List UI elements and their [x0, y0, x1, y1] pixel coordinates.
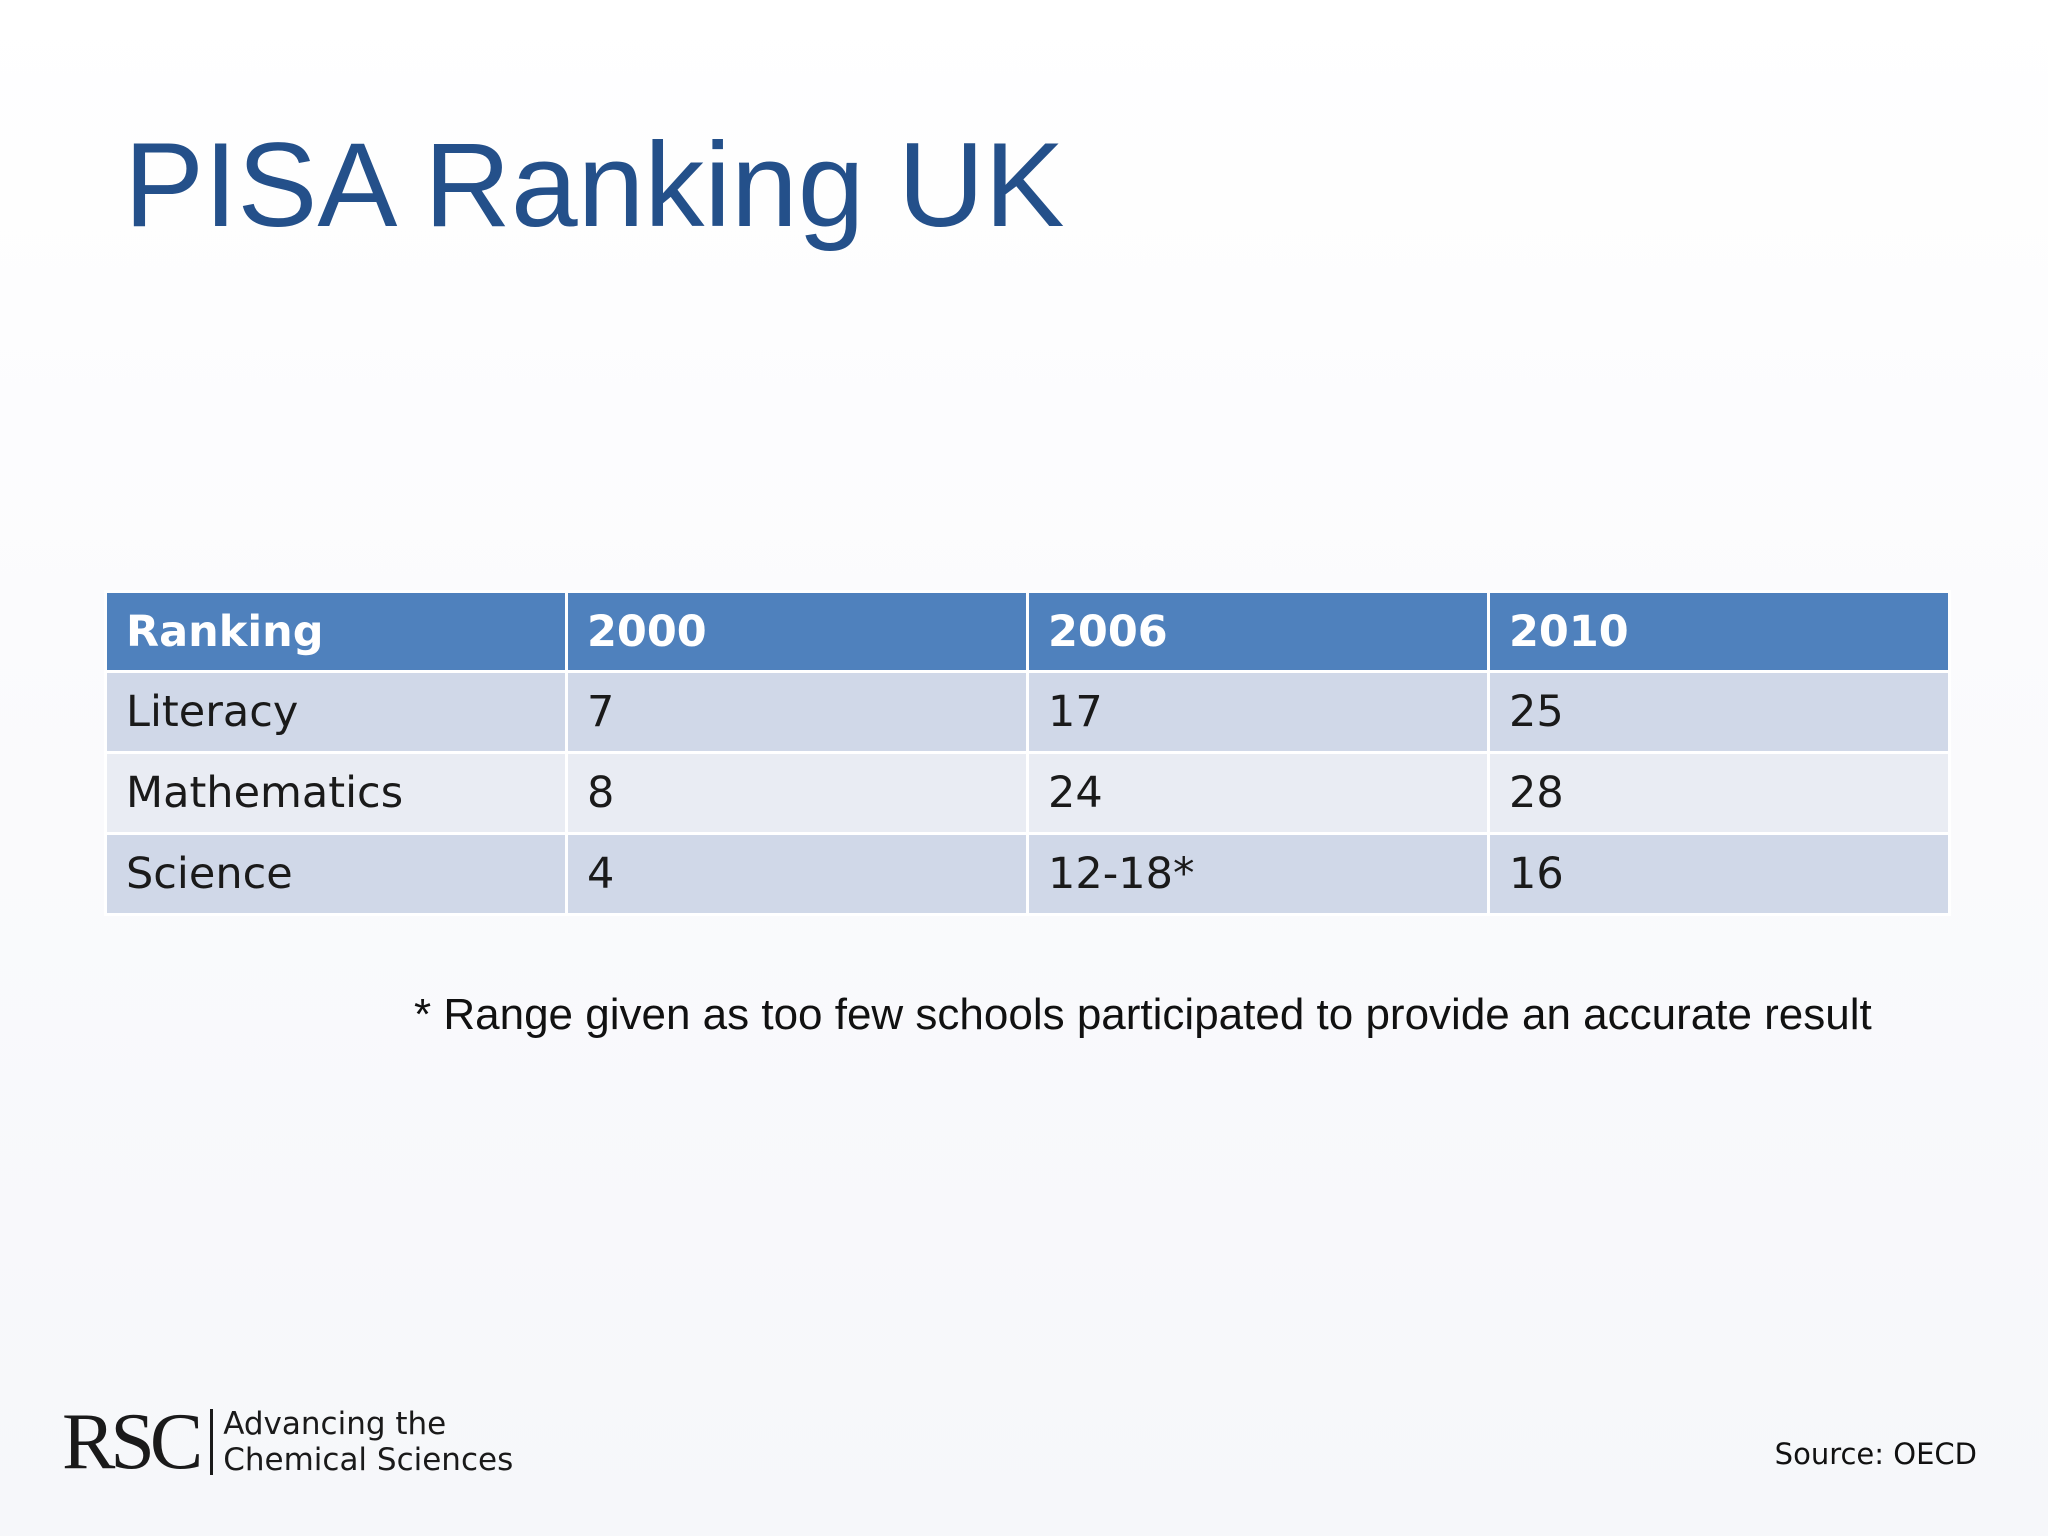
- logo-tagline-line2: Chemical Sciences: [223, 1442, 514, 1478]
- table-row-mathematics: Mathematics 8 24 28: [104, 751, 1951, 835]
- header-2010: 2010: [1487, 590, 1951, 673]
- table-row-science: Science 4 12-18* 16: [104, 832, 1951, 916]
- cell-2000: 7: [565, 670, 1029, 754]
- row-label: Science: [104, 832, 568, 916]
- source-credit: Source: OECD: [1774, 1437, 1977, 1471]
- table-row-literacy: Literacy 7 17 25: [104, 670, 1951, 754]
- cell-2010: 25: [1487, 670, 1951, 754]
- cell-2010: 28: [1487, 751, 1951, 835]
- row-label: Mathematics: [104, 751, 568, 835]
- logo-tagline-line1: Advancing the: [223, 1406, 447, 1442]
- logo-mark: RSC: [62, 1398, 203, 1486]
- table-header-row: Ranking 2000 2006 2010: [104, 590, 1951, 673]
- cell-2000: 8: [565, 751, 1029, 835]
- table-footnote: * Range given as too few schools partici…: [414, 990, 1872, 1039]
- header-2006: 2006: [1026, 590, 1490, 673]
- cell-2006: 24: [1026, 751, 1490, 835]
- row-label: Literacy: [104, 670, 568, 754]
- logo-tagline: Advancing the Chemical Sciences: [223, 1406, 513, 1478]
- logo-divider: [210, 1409, 214, 1475]
- header-2000: 2000: [565, 590, 1029, 673]
- cell-2010: 16: [1487, 832, 1951, 916]
- cell-2000: 4: [565, 832, 1029, 916]
- pisa-ranking-table: Ranking 2000 2006 2010 Literacy 7 17 25 …: [104, 590, 1951, 916]
- cell-2006: 17: [1026, 670, 1490, 754]
- header-ranking: Ranking: [104, 590, 568, 673]
- slide-title: PISA Ranking UK: [124, 118, 1065, 252]
- cell-2006: 12-18*: [1026, 832, 1490, 916]
- rsc-logo: RSC Advancing the Chemical Sciences: [62, 1402, 513, 1482]
